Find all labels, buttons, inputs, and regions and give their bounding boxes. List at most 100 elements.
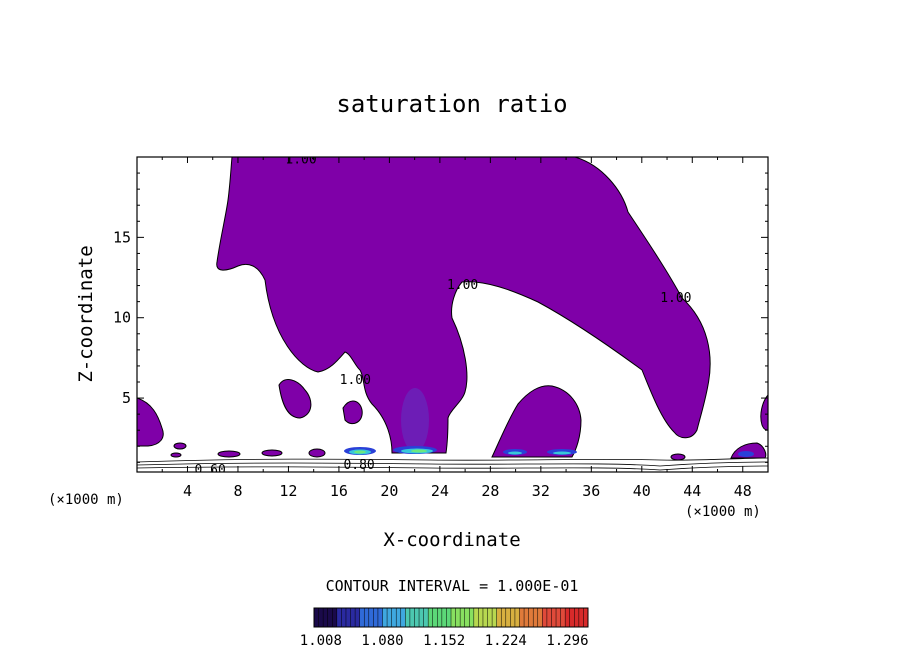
colorbar-segment — [396, 608, 402, 627]
contour-label: 1.00 — [285, 153, 316, 168]
colorbar-segment — [419, 608, 424, 627]
colorbar-segment — [414, 608, 420, 627]
colorbar-segment — [482, 608, 488, 627]
colorbar-segment — [533, 608, 539, 627]
colorbar-segment — [583, 608, 589, 627]
colorbar-label: 1.008 — [300, 633, 342, 649]
colorbar-segment — [391, 608, 397, 627]
colorbar-segment — [551, 608, 557, 627]
colorbar-segment — [373, 608, 379, 627]
contour-label: 1.00 — [340, 373, 371, 388]
contour-label: 0.60 — [195, 463, 226, 478]
contour-label: 1.00 — [660, 291, 691, 306]
contour-interval-text: CONTOUR INTERVAL = 1.000E-01 — [326, 577, 579, 595]
contour-labels: 1.00 1.00 1.00 1.00 0.80 0.60 — [195, 153, 692, 478]
colorbar-segment — [514, 608, 520, 627]
colorbar-segment — [382, 608, 388, 627]
colorbar-segment — [574, 608, 580, 627]
colorbar-segment — [332, 608, 338, 627]
colorbar-segment — [387, 608, 392, 627]
colorbar-label: 1.224 — [485, 633, 527, 649]
colorbar-segment — [400, 608, 406, 627]
y-tick-label: 15 — [113, 228, 131, 246]
colorbar-segment — [519, 608, 525, 627]
colorbar-segment — [377, 608, 383, 627]
colorbar-segment — [355, 608, 360, 627]
colorbar-segment — [501, 608, 507, 627]
y-axis-label: Z-coordinate — [75, 245, 97, 382]
x-axis-unit-left: (×1000 m) — [48, 492, 124, 508]
colorbar-segment — [469, 608, 475, 627]
low-level-contours — [137, 457, 768, 471]
x-tick-label: 48 — [734, 482, 752, 500]
colorbar-segment — [556, 608, 561, 627]
colorbar-segment — [405, 608, 411, 627]
colorbar-segment — [473, 608, 479, 627]
colorbar-segment — [455, 608, 461, 627]
x-axis-ticks: 4 8 12 16 20 24 28 32 36 40 44 48 — [161, 157, 752, 500]
x-tick-label: 36 — [582, 482, 600, 500]
near-surface-small-cells — [170, 442, 686, 461]
colorbar-segment — [368, 608, 374, 627]
x-axis-label: X-coordinate — [383, 529, 520, 551]
colorbar — [313, 608, 589, 627]
colorbar-segment — [524, 608, 529, 627]
colorbar-segment — [546, 608, 552, 627]
colorbar-segment — [528, 608, 534, 627]
colorbar-segment — [336, 608, 342, 627]
high-supersaturation-patches — [344, 446, 754, 457]
supersaturation-region-cloud-2 — [491, 385, 582, 458]
colorbar-segment — [318, 608, 324, 627]
colorbar-segment — [478, 608, 484, 627]
supersaturation-region-main — [216, 157, 711, 454]
colorbar-segment — [446, 608, 452, 627]
colorbar-label: 1.296 — [546, 633, 588, 649]
colorbar-frame — [313, 607, 589, 628]
supersaturation-core — [401, 388, 429, 452]
x-tick-label: 16 — [330, 482, 348, 500]
colorbar-segment — [314, 608, 319, 627]
colorbar-label: 1.080 — [361, 633, 403, 649]
colorbar-segment — [542, 608, 548, 627]
supersaturation-region-blob-1 — [278, 379, 312, 419]
colorbar-segment — [327, 608, 333, 627]
colorbar-segment — [364, 608, 370, 627]
colorbar-segment — [569, 608, 575, 627]
colorbar-segment — [505, 608, 511, 627]
colorbar-segment — [341, 608, 347, 627]
colorbar-segment — [492, 608, 497, 627]
colorbar-segment — [451, 608, 456, 627]
x-axis-unit-right: (×1000 m) — [685, 504, 761, 520]
colorbar-segment — [441, 608, 447, 627]
colorbar-segment — [423, 608, 429, 627]
y-tick-label: 10 — [113, 309, 131, 327]
colorbar-segment — [359, 608, 365, 627]
x-tick-label: 24 — [431, 482, 449, 500]
plot-area: 1.00 1.00 1.00 1.00 0.80 0.60 — [137, 153, 768, 478]
contour-label: 1.00 — [447, 278, 478, 293]
x-tick-label: 4 — [183, 482, 192, 500]
colorbar-segment — [464, 608, 470, 627]
supersaturation-region-mid — [342, 400, 363, 425]
x-tick-label: 8 — [233, 482, 242, 500]
supersaturation-region-right-edge — [760, 394, 768, 431]
colorbar-segment — [578, 608, 584, 627]
contour-label: 0.80 — [343, 458, 374, 473]
colorbar-label: 1.152 — [423, 633, 465, 649]
chart-title: saturation ratio — [336, 90, 567, 118]
colorbar-labels: 1.008 1.080 1.152 1.224 1.296 — [300, 633, 589, 649]
colorbar-segment — [428, 608, 434, 627]
colorbar-segment — [460, 608, 465, 627]
colorbar-segment — [437, 608, 443, 627]
plot-frame — [136, 156, 769, 473]
colorbar-segment — [537, 608, 543, 627]
x-tick-label: 40 — [633, 482, 651, 500]
x-tick-label: 32 — [532, 482, 550, 500]
colorbar-segment — [409, 608, 415, 627]
colorbar-segment — [350, 608, 356, 627]
supersaturation-region-left-edge — [137, 397, 164, 447]
y-axis-ticks: 5 10 15 — [113, 172, 768, 463]
colorbar-segment — [487, 608, 493, 627]
x-tick-label: 12 — [279, 482, 297, 500]
